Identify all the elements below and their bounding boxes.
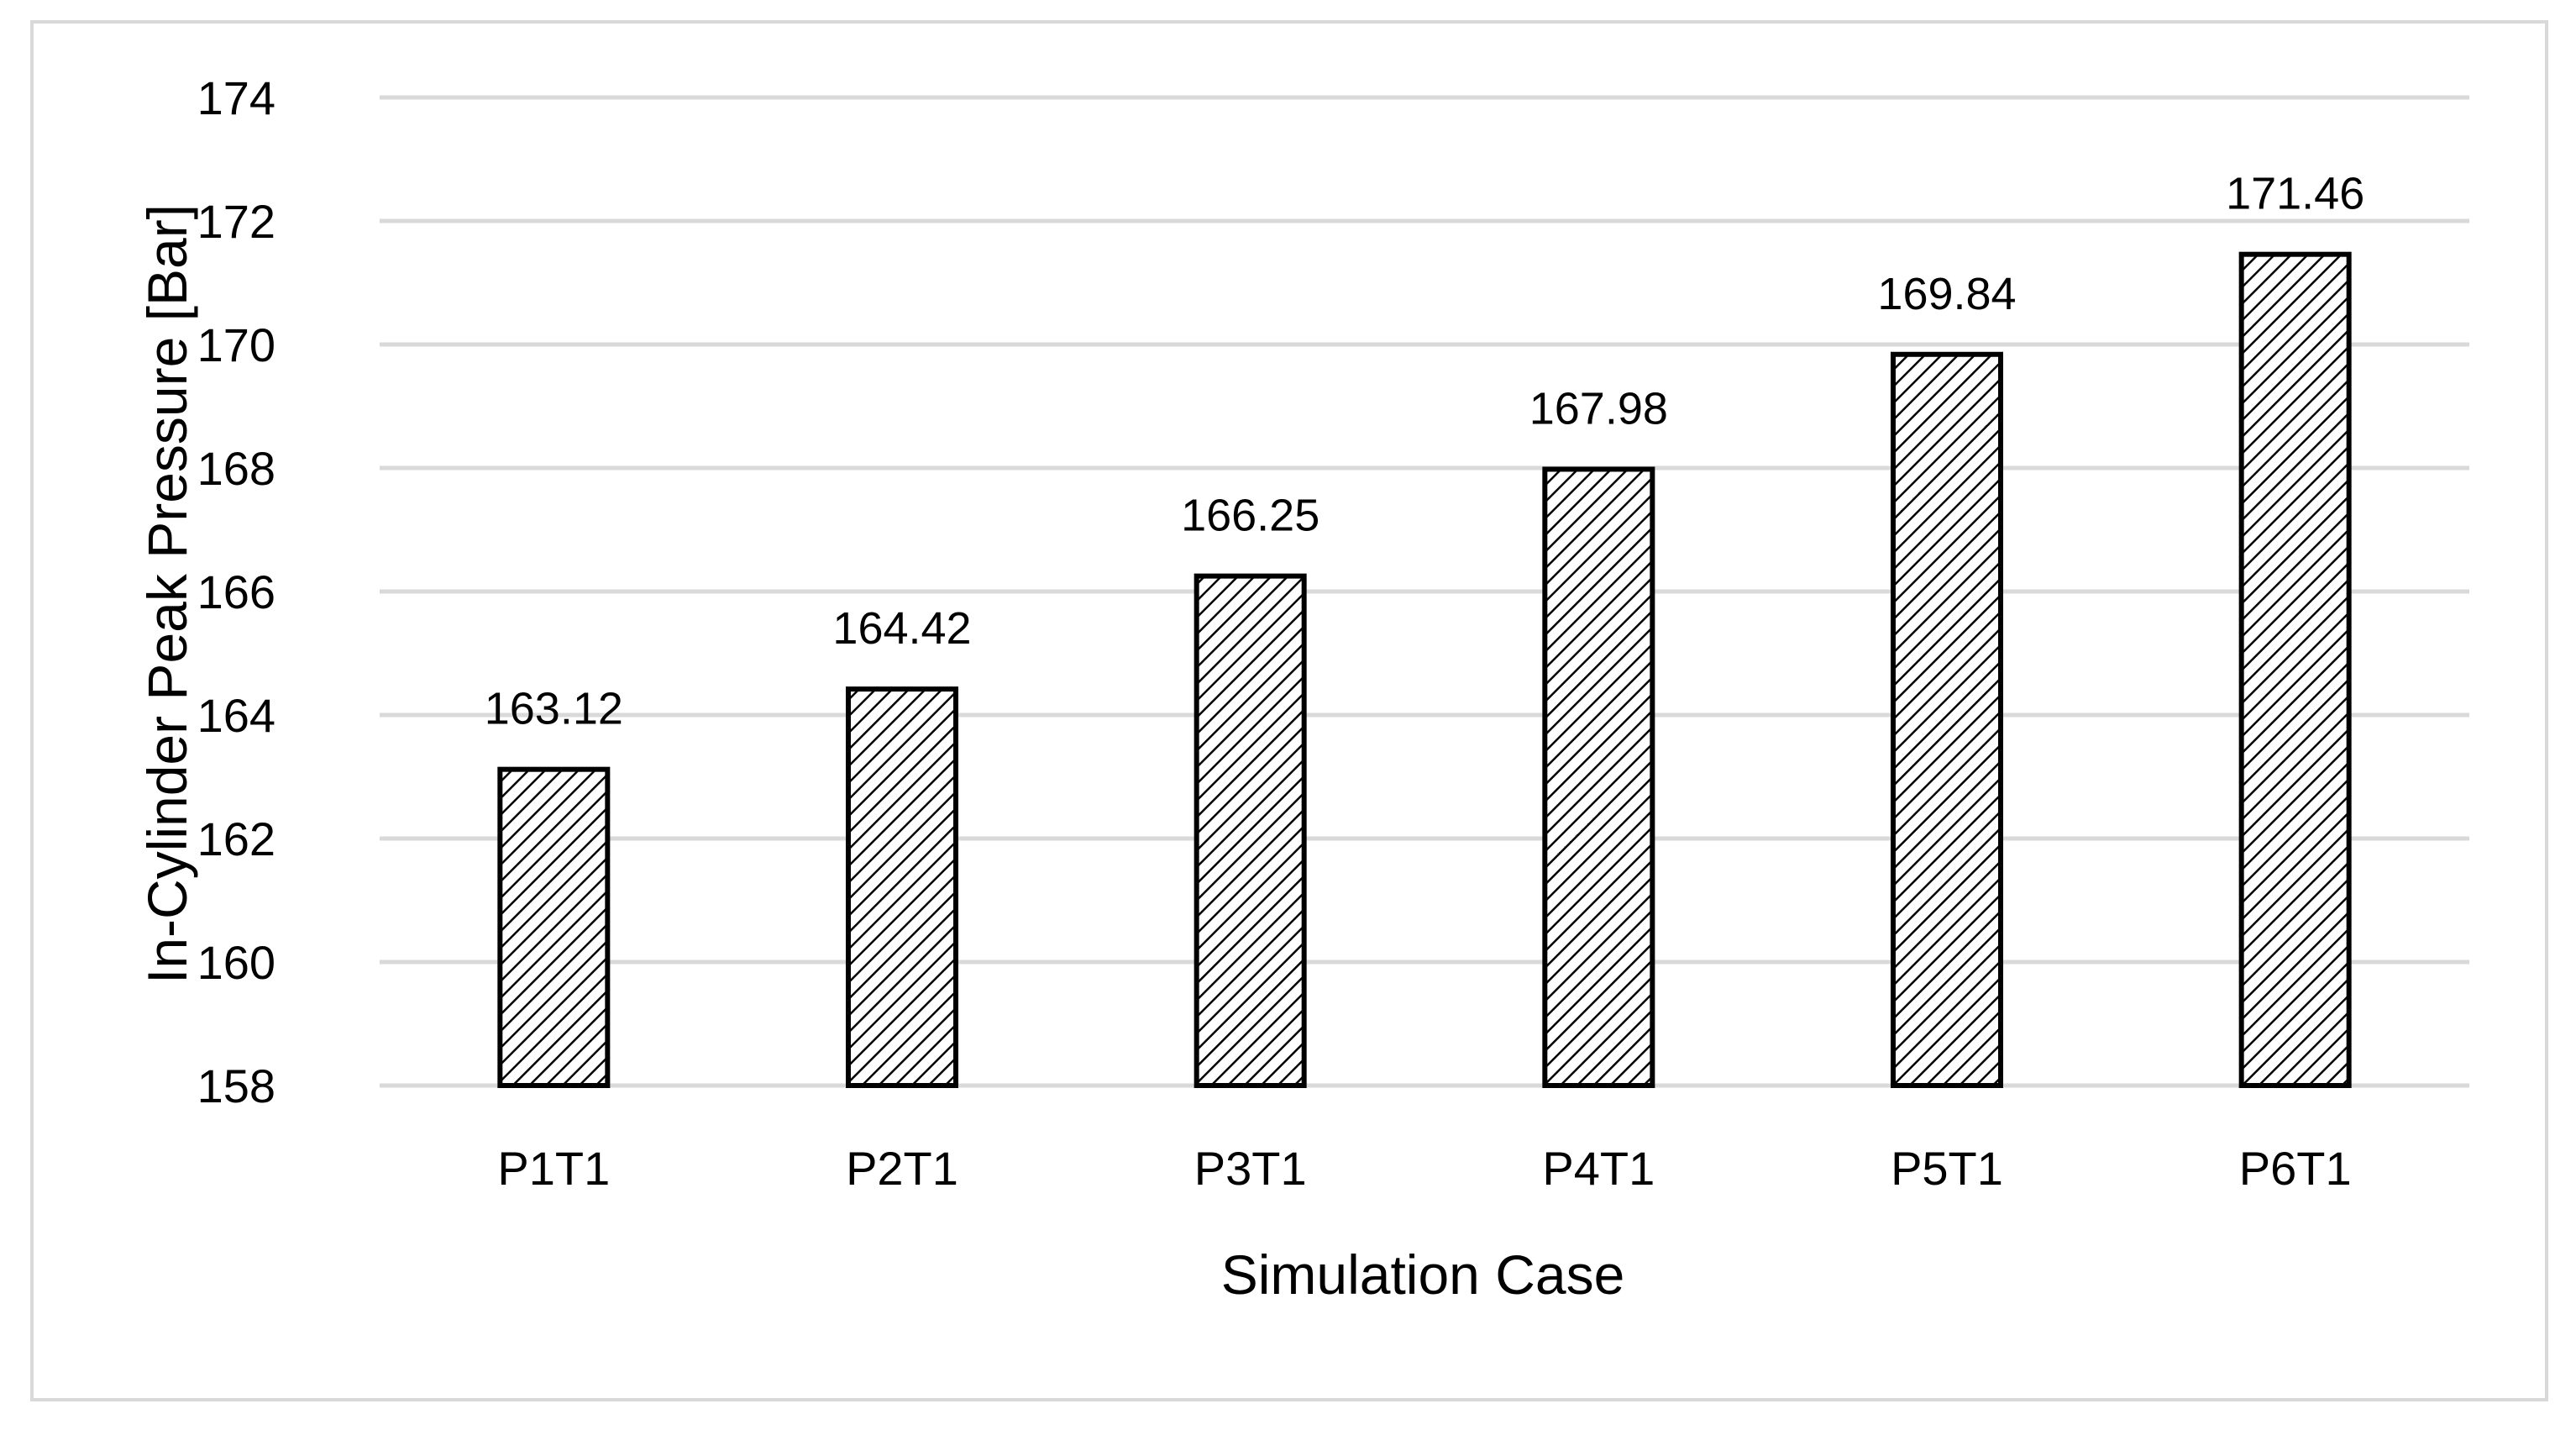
x-tick-label: P2T1 xyxy=(846,1142,958,1195)
y-tick-label: 164 xyxy=(197,689,275,742)
bar-p5t1 xyxy=(1891,351,2003,1088)
y-axis-title: In-Cylinder Peak Pressure [Bar] xyxy=(136,204,198,984)
y-tick-label: 168 xyxy=(197,442,275,495)
data-label-p1t1: 163.12 xyxy=(485,684,623,734)
y-axis-ticks: 158 160 162 164 166 168 170 172 174 xyxy=(197,71,275,1112)
bar-p4t1 xyxy=(1542,466,1655,1088)
bar-p1t1 xyxy=(497,766,611,1088)
data-labels: 163.12 164.42 166.25 167.98 169.84 171.46 xyxy=(485,169,2365,734)
data-label-p5t1: 169.84 xyxy=(1877,269,2016,319)
x-tick-label: P4T1 xyxy=(1542,1142,1655,1195)
bar-p3t1 xyxy=(1194,573,1307,1088)
data-label-p3t1: 166.25 xyxy=(1181,491,1319,541)
y-tick-label: 160 xyxy=(197,936,275,989)
x-tick-label: P6T1 xyxy=(2239,1142,2352,1195)
y-tick-label: 174 xyxy=(197,71,275,124)
y-tick-label: 166 xyxy=(197,565,275,618)
y-tick-label: 172 xyxy=(197,195,275,248)
data-label-p6t1: 171.46 xyxy=(2226,169,2364,219)
x-tick-label: P5T1 xyxy=(1891,1142,2003,1195)
y-tick-label: 162 xyxy=(197,812,275,865)
data-label-p4t1: 167.98 xyxy=(1529,383,1668,434)
y-tick-label: 158 xyxy=(197,1059,275,1112)
gridlines xyxy=(380,95,2469,1088)
bar-p2t1 xyxy=(846,686,958,1088)
y-tick-label: 170 xyxy=(197,318,275,371)
bar-p6t1 xyxy=(2238,251,2352,1088)
x-axis-title: Simulation Case xyxy=(1221,1243,1625,1306)
x-tick-label: P1T1 xyxy=(497,1142,610,1195)
bars xyxy=(497,251,2352,1088)
x-tick-label: P3T1 xyxy=(1194,1142,1307,1195)
x-axis-ticks: P1T1 P2T1 P3T1 P4T1 P5T1 P6T1 xyxy=(497,1142,2351,1195)
data-label-p2t1: 164.42 xyxy=(832,603,971,654)
